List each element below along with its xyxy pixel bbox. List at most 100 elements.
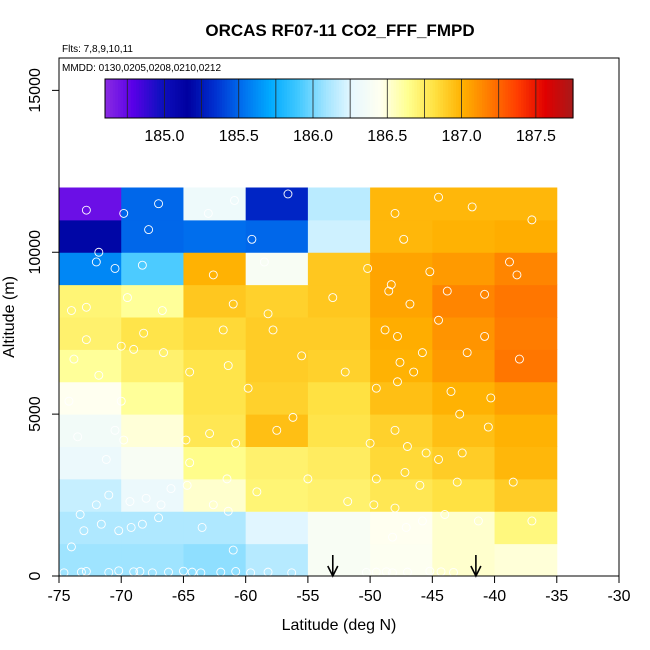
colorbar-segment [289, 79, 293, 118]
data-point [421, 448, 431, 458]
heatmap-cell [245, 317, 309, 350]
colorbar-segment [266, 79, 270, 118]
data-point [442, 286, 452, 296]
colorbar-segment [128, 79, 132, 118]
x-tick-label: -75 [47, 588, 70, 605]
x-tick-label: -60 [234, 588, 257, 605]
colorbar-segment [424, 79, 428, 118]
colorbar-segment [417, 79, 421, 118]
x-axis-label: Latitude (deg N) [282, 617, 397, 634]
colorbar-segment [523, 79, 527, 118]
heatmap-cell [59, 414, 122, 447]
colorbar-segment [370, 79, 374, 118]
heatmap-cell [121, 478, 184, 512]
colorbar-segment [521, 79, 525, 118]
colorbar-segment [510, 79, 514, 118]
colorbar-segment [118, 79, 122, 118]
data-point [205, 429, 215, 438]
colorbar-segment [430, 79, 434, 118]
data-point [125, 497, 135, 506]
heatmap-cell [59, 511, 122, 545]
data-point [434, 315, 444, 325]
colorbar-segment [315, 79, 319, 118]
colorbar-segment [562, 79, 566, 118]
heatmap-cell [245, 511, 309, 545]
data-point [91, 257, 101, 267]
colorbar: 185.0 185.5 186.0 186.5 187.0 187.5 [104, 78, 574, 145]
data-point [395, 357, 405, 367]
data-point [434, 192, 444, 202]
data-point [243, 383, 253, 393]
colorbar-segment [456, 79, 460, 118]
colorbar-segment [302, 79, 306, 118]
data-point [434, 455, 444, 464]
colorbar-tick-label: 187.5 [516, 128, 556, 145]
colorbar-segment [120, 79, 124, 118]
heatmap-cell [370, 219, 433, 253]
data-point [122, 293, 132, 303]
data-point [393, 377, 402, 387]
colorbar-segment [157, 79, 161, 118]
y-tick-label: 10000 [27, 230, 44, 275]
data-point [473, 516, 483, 526]
colorbar-segment [294, 79, 298, 118]
data-point [417, 516, 427, 526]
data-point [137, 260, 147, 270]
colorbar-segment [235, 79, 239, 118]
heatmap-cell [432, 187, 496, 221]
colorbar-segment [536, 79, 540, 118]
colorbar-tick-label: 186.0 [293, 128, 333, 145]
heatmap-cell [432, 478, 496, 512]
data-point [139, 328, 149, 338]
data-points [59, 189, 537, 578]
colorbar-tick-label: 186.5 [367, 128, 407, 145]
colorbar-segment [383, 79, 387, 118]
colorbar-segment [557, 79, 561, 118]
data-point [64, 396, 74, 406]
colorbar-segment [167, 79, 171, 118]
x-tick-label: -65 [172, 588, 195, 605]
data-point [452, 477, 462, 487]
colorbar-segment [253, 79, 257, 118]
data-point [116, 396, 126, 406]
data-point [483, 422, 493, 432]
heatmap-cell [432, 414, 496, 447]
colorbar-segment [219, 79, 223, 118]
heatmap-cell [183, 381, 247, 415]
colorbar-segment [170, 79, 174, 118]
heatmap-cell [370, 252, 433, 286]
data-point [380, 325, 390, 335]
data-point [401, 522, 411, 532]
heatmap-cell [121, 284, 184, 318]
heatmap-cell [245, 381, 309, 415]
colorbar-segment [201, 79, 205, 118]
heatmap-cell [432, 317, 496, 350]
colorbar-segment [549, 79, 553, 118]
colorbar-segment [188, 79, 192, 118]
heatmap-cell [307, 219, 371, 253]
heatmap-cell [183, 349, 247, 383]
colorbar-segment [349, 79, 353, 118]
colorbar-segment [393, 79, 397, 118]
colorbar-segment [154, 79, 158, 118]
heatmap-cell [121, 252, 184, 286]
heatmap-cell [245, 414, 309, 447]
data-point [400, 467, 410, 477]
colorbar-segment [388, 79, 392, 118]
colorbar-segment [411, 79, 415, 118]
colorbar-segment [526, 79, 530, 118]
colorbar-segment [258, 79, 262, 118]
heatmap-cell [121, 349, 184, 383]
data-point [505, 257, 514, 267]
colorbar-segment [484, 79, 488, 118]
colorbar-segment [482, 79, 486, 118]
colorbar-segment [453, 79, 457, 118]
colorbar-segment [552, 79, 556, 118]
heatmap-cell [307, 252, 371, 286]
colorbar-segment [307, 79, 311, 118]
colorbar-segment [211, 79, 215, 118]
colorbar-segment [331, 79, 335, 118]
colorbar-segment [261, 79, 265, 118]
heatmap-cell [494, 446, 558, 480]
